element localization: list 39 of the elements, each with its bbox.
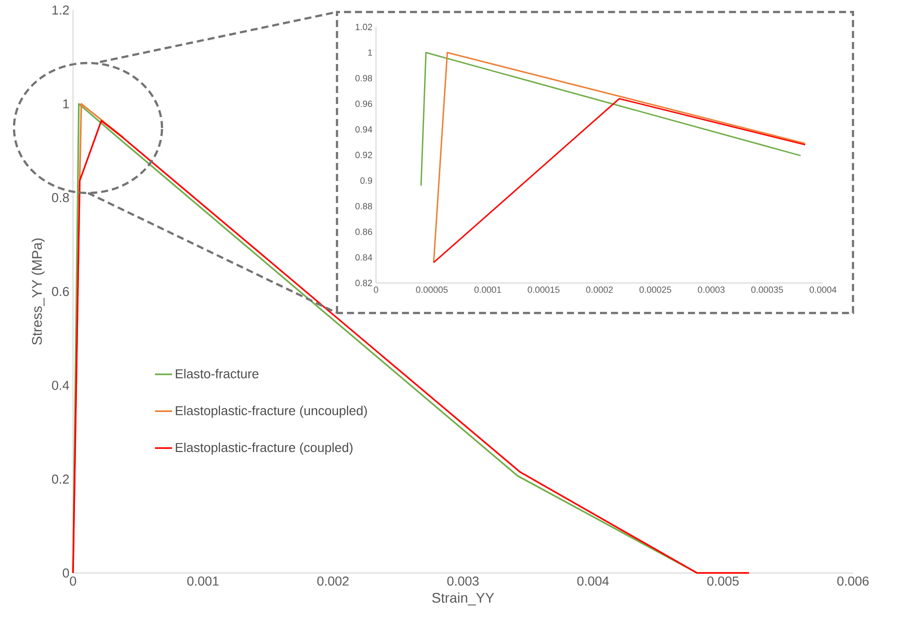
legend-label: Elastoplastic-fracture (uncoupled) [176, 406, 367, 418]
y-tick-label: 0.6 [52, 286, 69, 296]
x-tick-label: 0.004 [577, 576, 609, 586]
y-tick-label: 0.88 [355, 203, 372, 210]
x-tick-label: 0 [374, 286, 378, 293]
y-tick-label: 0.86 [355, 228, 372, 235]
y-tick-label: 0.8 [52, 193, 69, 202]
legend-label: Elastoplastic-fracture (coupled) [176, 442, 352, 455]
x-tick-label: 0.006 [837, 576, 869, 586]
y-tick-label: 1 [63, 99, 69, 108]
legend-label: Elasto-fracture [176, 368, 258, 378]
y-tick-label: 0.84 [355, 254, 372, 261]
x-tick-label: 0.003 [447, 576, 479, 586]
x-tick-label: 0.002 [317, 576, 349, 586]
y-tick-label: 0.82 [355, 280, 372, 286]
x-tick-label: 0 [70, 576, 76, 586]
y-tick-label: 0.2 [52, 474, 69, 484]
x-tick-label: 0.00005 [416, 286, 448, 293]
x-tick-label: 0.00035 [751, 286, 783, 293]
x-tick-label: 0.0004 [810, 286, 836, 293]
x-tick-label: 0.001 [187, 576, 219, 586]
x-tick-label: 0.00015 [528, 286, 560, 293]
x-tick-label: 0.005 [707, 576, 739, 586]
x-tick-label: 0.0001 [474, 286, 502, 293]
y-tick-label: 1 [368, 49, 372, 56]
y-tick-label: 0.92 [355, 152, 372, 158]
y-tick-label: 0 [62, 568, 69, 578]
x-axis-title: Strain_YY [432, 592, 494, 606]
x-tick-label: 0.00025 [640, 286, 672, 293]
y-tick-label: 0.96 [355, 100, 372, 107]
y-tick-label: 0.4 [52, 380, 70, 390]
y-tick-label: 0.9 [360, 177, 372, 184]
y-axis-title: Stress_YY (MPa) [32, 238, 45, 345]
x-tick-label: 0.0003 [698, 286, 725, 293]
y-tick-label: 0.98 [355, 75, 372, 82]
x-tick-label: 0.0002 [586, 286, 613, 293]
y-tick-label: 1.02 [356, 24, 372, 30]
y-tick-label: 1.2 [52, 5, 69, 15]
y-tick-label: 0.94 [355, 126, 372, 133]
